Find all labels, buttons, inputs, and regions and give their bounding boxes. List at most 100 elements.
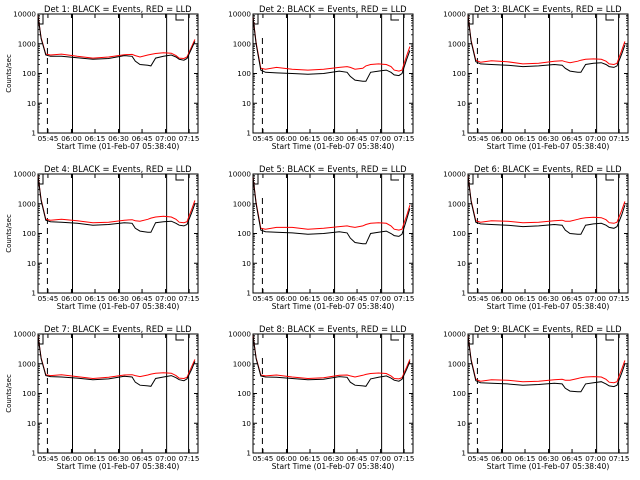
y-tick-label: 10000 (13, 10, 36, 19)
y-tick-label: 10 (457, 99, 467, 108)
y-tick-label: 10 (457, 419, 467, 428)
corner-bracket-right (605, 334, 614, 341)
series-events-line (37, 15, 196, 67)
y-tick-label: 100 (237, 229, 251, 238)
panel-title: Det 8: BLACK = Events, RED = LLD (259, 324, 407, 334)
x-tick-label: 07:15 (394, 134, 415, 143)
x-tick-label: 06:15 (515, 294, 536, 303)
x-tick-label: 06:30 (538, 454, 559, 463)
x-tick-label: 07:00 (370, 134, 391, 143)
x-tick-label: 07:15 (179, 294, 200, 303)
y-tick-label: 100 (22, 229, 36, 238)
corner-bracket-left (468, 334, 474, 345)
plot-frame (37, 333, 199, 454)
series-events-line (467, 175, 626, 235)
x-tick-label: 07:00 (370, 294, 391, 303)
y-tick-label: 10000 (228, 330, 251, 339)
x-tick-label: 06:00 (61, 454, 82, 463)
y-tick-label: 1 (461, 129, 466, 138)
x-tick-label: 05:45 (38, 454, 59, 463)
y-tick-label: 10000 (13, 330, 36, 339)
panel-title: Det 6: BLACK = Events, RED = LLD (474, 164, 622, 174)
y-tick-label: 1000 (18, 39, 37, 48)
x-axis-label: Start Time (01-Feb-07 05:38:40) (487, 462, 610, 471)
series-events-line (37, 335, 196, 387)
series-lld-line (37, 175, 196, 224)
x-tick-label: 06:00 (491, 134, 512, 143)
series-lld-line (467, 335, 626, 384)
y-tick-label: 100 (237, 69, 251, 78)
y-tick-label: 10000 (443, 330, 466, 339)
plot-frame (37, 173, 199, 294)
y-axis-label: Counts/sec (5, 54, 13, 93)
y-tick-label: 1 (461, 289, 466, 298)
x-tick-label: 06:45 (347, 454, 368, 463)
y-tick-label: 100 (452, 229, 466, 238)
corner-bracket-right (605, 14, 614, 21)
y-tick-label: 10 (27, 99, 37, 108)
y-tick-label: 1000 (448, 359, 467, 368)
x-axis-label: Start Time (01-Feb-07 05:38:40) (57, 462, 180, 471)
x-tick-label: 07:15 (394, 294, 415, 303)
x-tick-label: 06:00 (276, 454, 297, 463)
x-tick-label: 06:30 (323, 294, 344, 303)
panel-title: Det 5: BLACK = Events, RED = LLD (259, 164, 407, 174)
panel-det-6: Det 6: BLACK = Events, RED = LLD 1 10 100 10… (443, 164, 629, 311)
x-tick-label: 05:45 (38, 294, 59, 303)
x-tick-label: 06:30 (323, 454, 344, 463)
panel-title: Det 1: BLACK = Events, RED = LLD (44, 4, 192, 14)
corner-bracket-right (175, 174, 184, 181)
x-axis-label: Start Time (01-Feb-07 05:38:40) (487, 302, 610, 311)
x-axis-label: Start Time (01-Feb-07 05:38:40) (272, 142, 395, 151)
y-tick-label: 10000 (13, 170, 36, 179)
x-tick-label: 06:15 (85, 454, 106, 463)
x-tick-label: 07:00 (585, 294, 606, 303)
x-tick-label: 06:00 (491, 454, 512, 463)
x-tick-label: 06:30 (108, 134, 129, 143)
y-tick-label: 10000 (228, 10, 251, 19)
x-tick-label: 06:45 (132, 454, 153, 463)
panel-title: Det 4: BLACK = Events, RED = LLD (44, 164, 192, 174)
plot-frame (252, 173, 414, 294)
x-tick-label: 07:00 (370, 454, 391, 463)
y-tick-label: 1 (246, 289, 251, 298)
x-tick-label: 07:15 (609, 134, 630, 143)
x-tick-label: 06:45 (132, 134, 153, 143)
x-tick-label: 07:00 (585, 134, 606, 143)
x-axis-label: Start Time (01-Feb-07 05:38:40) (272, 462, 395, 471)
x-tick-label: 07:00 (155, 454, 176, 463)
corner-bracket-right (175, 14, 184, 21)
corner-bracket-right (390, 174, 399, 181)
y-tick-label: 1 (246, 449, 251, 458)
x-tick-label: 05:45 (468, 294, 489, 303)
corner-bracket-left (468, 174, 474, 185)
x-axis-label: Start Time (01-Feb-07 05:38:40) (57, 142, 180, 151)
x-tick-label: 05:45 (468, 454, 489, 463)
series-events-line (37, 175, 196, 233)
panel-det-4: Det 4: BLACK = Events, RED = LLD 1 10 100 10… (5, 164, 199, 311)
x-tick-label: 07:00 (155, 294, 176, 303)
series-lld-line (467, 175, 626, 224)
series-events-line (467, 335, 626, 393)
x-tick-label: 07:15 (179, 134, 200, 143)
panel-det-7: Det 7: BLACK = Events, RED = LLD 1 10 100 10… (5, 324, 199, 471)
panel-det-8: Det 8: BLACK = Events, RED = LLD 1 10 100 10… (228, 324, 414, 471)
series-lld-line (252, 176, 411, 231)
x-tick-label: 05:45 (253, 454, 274, 463)
x-tick-label: 06:30 (538, 294, 559, 303)
y-tick-label: 1000 (233, 199, 252, 208)
x-tick-label: 06:45 (347, 294, 368, 303)
x-tick-label: 06:45 (562, 294, 583, 303)
corner-bracket-right (605, 174, 614, 181)
x-tick-label: 05:45 (38, 134, 59, 143)
corner-bracket-right (175, 334, 184, 341)
y-tick-label: 100 (22, 389, 36, 398)
y-tick-label: 10 (242, 259, 252, 268)
series-lld-line (37, 335, 196, 380)
panel-det-9: Det 9: BLACK = Events, RED = LLD 1 10 100 10… (443, 324, 629, 471)
series-lld-line (252, 335, 411, 380)
y-tick-label: 10 (457, 259, 467, 268)
plot-frame (252, 333, 414, 454)
y-tick-label: 1 (31, 289, 36, 298)
y-tick-label: 1 (31, 449, 36, 458)
